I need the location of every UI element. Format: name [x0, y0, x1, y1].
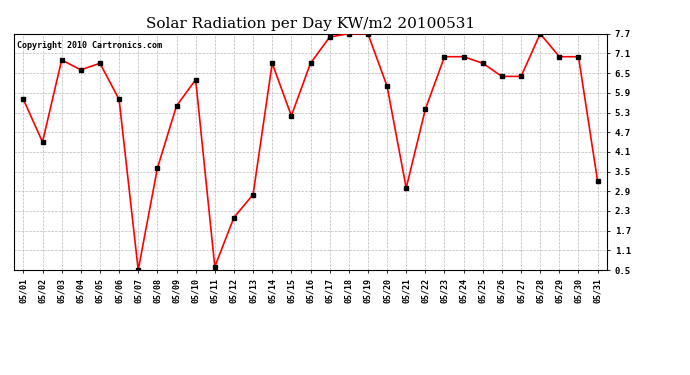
Text: Copyright 2010 Cartronics.com: Copyright 2010 Cartronics.com [17, 41, 161, 50]
Title: Solar Radiation per Day KW/m2 20100531: Solar Radiation per Day KW/m2 20100531 [146, 17, 475, 31]
